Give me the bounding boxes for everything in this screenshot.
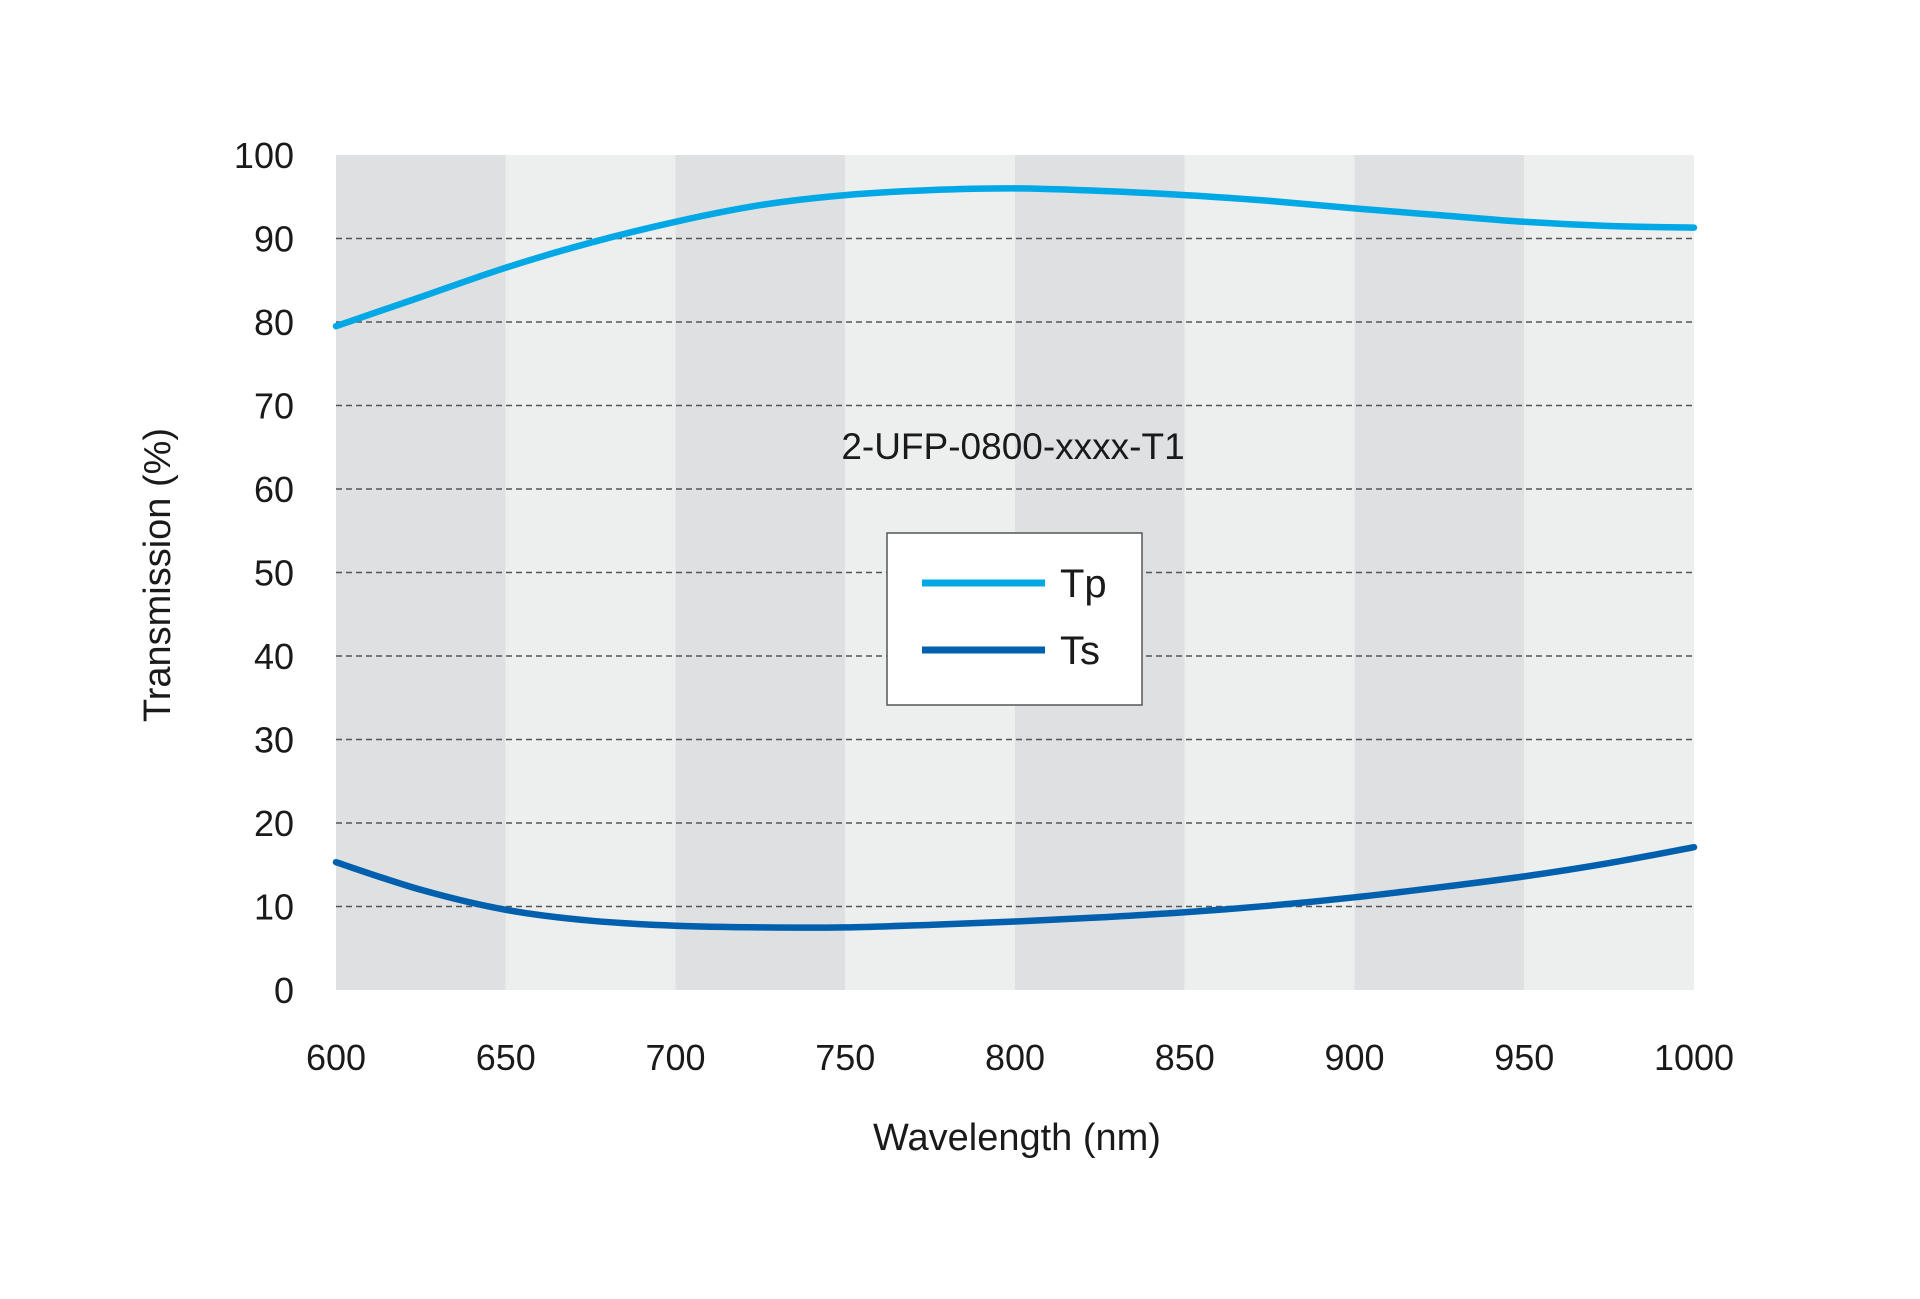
y-tick-label: 50 xyxy=(254,553,294,594)
x-tick-label: 1000 xyxy=(1654,1037,1734,1078)
y-tick-label: 70 xyxy=(254,386,294,427)
y-tick-labels: 0 10 20 30 40 50 60 70 80 90 100 xyxy=(234,135,294,1011)
x-axis-title: Wavelength (nm) xyxy=(873,1117,1161,1159)
x-tick-label: 700 xyxy=(645,1037,705,1078)
y-tick-label: 60 xyxy=(254,469,294,510)
series-line-ts xyxy=(332,843,1698,931)
x-tick-label: 900 xyxy=(1324,1037,1384,1078)
y-tick-label: 0 xyxy=(274,970,294,1011)
y-tick-label: 100 xyxy=(234,135,294,176)
y-tick-label: 20 xyxy=(254,803,294,844)
legend-box xyxy=(886,532,1143,706)
y-tick-label: 40 xyxy=(254,636,294,677)
x-tick-label: 850 xyxy=(1155,1037,1215,1078)
y-tick-label: 90 xyxy=(254,219,294,260)
x-tick-label: 600 xyxy=(306,1037,366,1078)
legend: Tp Ts xyxy=(886,532,1143,706)
y-tick-label: 10 xyxy=(254,887,294,928)
legend-label-ts: Ts xyxy=(1060,629,1100,673)
x-tick-label: 950 xyxy=(1494,1037,1554,1078)
x-tick-label: 750 xyxy=(815,1037,875,1078)
x-tick-labels: 600 650 700 750 800 850 900 950 1000 xyxy=(306,1037,1734,1078)
y-tick-label: 30 xyxy=(254,720,294,761)
legend-label-tp: Tp xyxy=(1060,562,1107,606)
series-lines xyxy=(332,185,1698,931)
y-axis-title: Transmission (%) xyxy=(137,428,179,722)
y-tick-label: 80 xyxy=(254,302,294,343)
series-line-tp xyxy=(332,185,1698,330)
gridlines xyxy=(336,237,1694,908)
x-tick-label: 650 xyxy=(476,1037,536,1078)
x-tick-label: 800 xyxy=(985,1037,1045,1078)
chart-annotation: 2-UFP-0800-xxxx-T1 xyxy=(841,426,1184,467)
